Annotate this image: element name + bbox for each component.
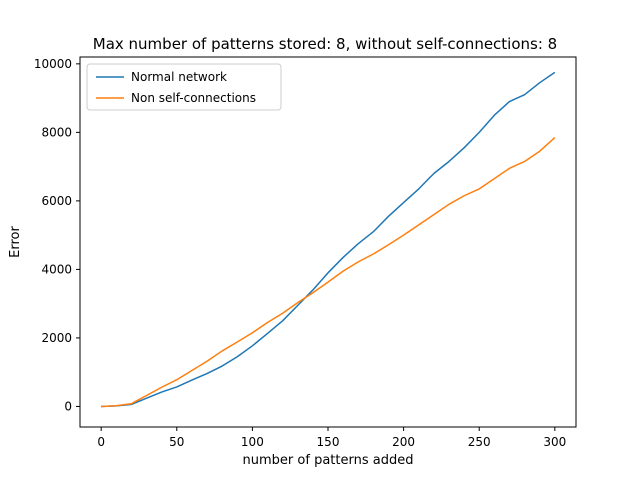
x-tick-label: 50 <box>169 435 184 449</box>
x-tick-label: 250 <box>468 435 491 449</box>
y-tick-label: 6000 <box>41 194 72 208</box>
legend-box <box>86 63 282 111</box>
y-tick-label: 8000 <box>41 125 72 139</box>
y-axis-label: Error <box>8 226 23 258</box>
x-tick-label: 100 <box>241 435 264 449</box>
chart-title: Max number of patterns stored: 8, withou… <box>93 35 557 53</box>
legend: Normal network Non self-connections <box>86 63 282 111</box>
x-tick-label: 0 <box>97 435 105 449</box>
x-tick-label: 200 <box>392 435 415 449</box>
y-tick-label: 2000 <box>41 331 72 345</box>
legend-label-2: Non self-connections <box>131 91 256 105</box>
legend-label-1: Normal network <box>131 70 227 84</box>
y-tick-label: 10000 <box>34 57 72 71</box>
y-tick-label: 0 <box>64 399 72 413</box>
x-tick-label: 300 <box>543 435 566 449</box>
x-axis-label: number of patterns added <box>243 453 414 468</box>
x-tick-label: 150 <box>317 435 340 449</box>
y-tick-label: 4000 <box>41 262 72 276</box>
plot-area <box>101 71 556 408</box>
series-line-2 <box>101 136 556 408</box>
series-line-1 <box>101 71 556 408</box>
